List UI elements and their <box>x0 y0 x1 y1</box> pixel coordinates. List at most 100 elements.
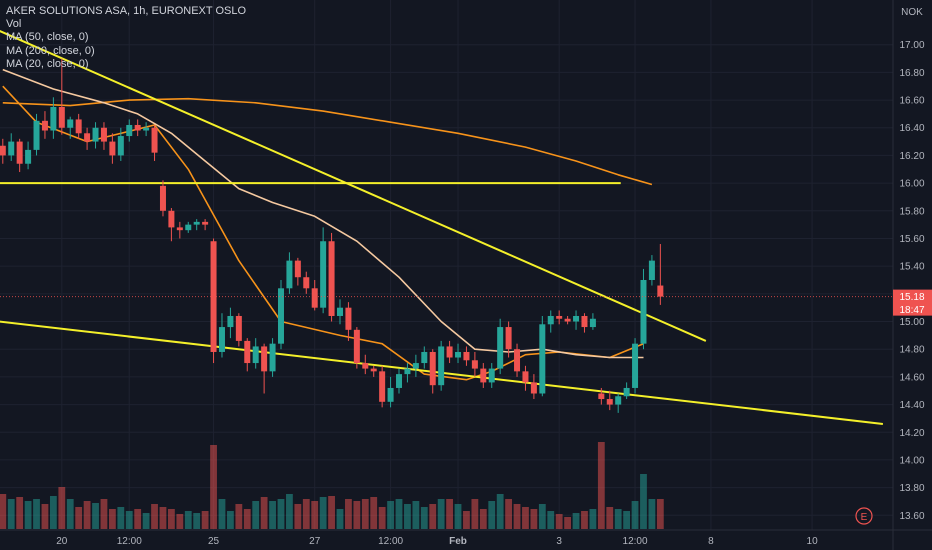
candle-body <box>311 288 318 308</box>
volume-bar <box>286 494 293 529</box>
volume-bar <box>656 499 664 529</box>
legend-ma-200[interactable]: MA (200, close, 0) <box>6 44 95 57</box>
volume-bar <box>505 499 512 529</box>
candle-body <box>100 127 107 142</box>
grid <box>0 0 893 530</box>
volume-bar <box>631 501 639 529</box>
x-tick-label: 10 <box>807 536 819 547</box>
symbol-title[interactable]: AKER SOLUTIONS ASA, 1h, EURONEXT OSLO <box>6 5 247 17</box>
volume-bar <box>108 509 116 529</box>
trendline <box>0 30 707 342</box>
candle-body <box>8 141 15 156</box>
volume-bars <box>0 442 664 529</box>
x-tick-label: 12:00 <box>623 536 648 547</box>
volume-bar <box>437 499 445 529</box>
volume-bar <box>597 442 605 529</box>
x-tick-label: 12:00 <box>378 536 403 547</box>
candle-body <box>185 224 192 231</box>
volume-bar <box>117 507 125 529</box>
volume-bar <box>294 504 302 529</box>
volume-bar <box>640 474 647 529</box>
volume-bar <box>24 501 32 529</box>
volume-bar <box>235 504 243 529</box>
earnings-marker[interactable]: E <box>855 507 873 525</box>
candle-body <box>615 396 622 405</box>
candle-body <box>539 324 546 394</box>
x-tick-label: 20 <box>56 536 68 547</box>
y-tick-label: 15.80 <box>899 206 924 217</box>
time-axis[interactable]: 20 12:00 25 27 12:00 Feb 3 12:00 8 10 <box>0 529 932 547</box>
volume-bar <box>0 494 7 529</box>
candle-body <box>320 241 327 308</box>
candle-body <box>522 371 529 383</box>
candle-body <box>623 387 630 397</box>
volume-bar <box>243 509 251 529</box>
candle-body <box>143 127 150 131</box>
volume-bar <box>479 509 487 529</box>
volume-bar <box>345 499 352 529</box>
volume-bar <box>92 503 99 529</box>
candle-body <box>25 149 32 164</box>
chart-legend: AKER SOLUTIONS ASA, 1h, EURONEXT OSLO Vo… <box>6 5 246 71</box>
candle-body <box>362 363 369 369</box>
candle-body <box>471 360 478 369</box>
candle-body <box>193 221 200 225</box>
last-price-tag <box>893 289 932 316</box>
candle-body <box>581 315 588 328</box>
legend-ma-50[interactable]: MA (50, close, 0) <box>6 31 89 44</box>
candle-body <box>514 349 521 372</box>
candle-body <box>33 120 40 150</box>
candle-body <box>379 371 386 402</box>
bar-countdown: 18:47 <box>899 305 924 316</box>
volume-bar <box>176 514 184 529</box>
earnings-icon[interactable] <box>855 507 873 525</box>
volume-bar <box>530 509 538 529</box>
candle-body <box>92 127 99 142</box>
legend-vol[interactable]: Vol <box>6 18 22 31</box>
volume-bar <box>471 499 479 529</box>
volume-bar <box>404 504 411 529</box>
candle-body <box>75 119 82 134</box>
plot-background <box>0 0 893 530</box>
moving-average-line <box>2 97 653 186</box>
candle-body <box>286 260 293 289</box>
candle-body <box>168 210 175 228</box>
candle-body <box>648 260 655 280</box>
candle-body <box>412 363 419 369</box>
moving-average-line <box>2 68 644 359</box>
candle-body <box>202 221 209 225</box>
volume-bar <box>184 511 192 529</box>
volume-bar <box>555 514 563 529</box>
volume-bar <box>412 501 420 529</box>
volume-bar <box>277 499 285 529</box>
volume-bar <box>513 504 521 529</box>
candle-body <box>455 351 462 358</box>
x-tick-label: 12:00 <box>117 536 142 547</box>
volume-bar <box>16 497 24 529</box>
candle-body <box>446 346 453 358</box>
candle-body <box>345 307 352 330</box>
candle-body <box>151 127 158 153</box>
volume-bar <box>218 499 226 529</box>
volume-bar <box>125 511 133 529</box>
candle-body <box>117 136 124 156</box>
volume-bar <box>488 501 496 529</box>
candle-body <box>530 382 537 394</box>
candle-body <box>0 145 6 156</box>
price-axis[interactable]: 13.60 13.80 14.00 14.20 14.40 14.60 14.80 15.00… <box>892 0 925 550</box>
candle-body <box>488 368 495 383</box>
volume-bar <box>564 517 572 529</box>
candle-body <box>126 124 133 137</box>
candle-body <box>505 327 512 350</box>
candle-body <box>84 133 91 142</box>
legend-ma-20[interactable]: MA (20, close, 0) <box>6 57 89 70</box>
volume-bar <box>142 513 150 529</box>
volume-bar <box>75 507 83 529</box>
candle-body <box>598 393 605 400</box>
candle-body <box>328 241 335 316</box>
y-tick-label: 14.80 <box>899 345 924 356</box>
volume-bar <box>41 504 49 529</box>
y-tick-label: 14.40 <box>899 400 924 411</box>
